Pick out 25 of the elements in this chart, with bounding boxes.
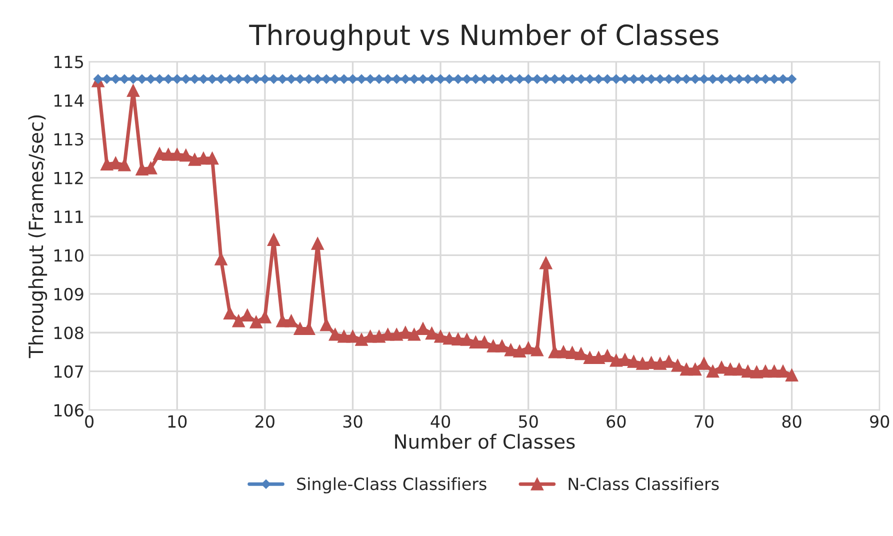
y-tick-label: 107 <box>54 365 84 378</box>
x-tick-label: 20 <box>256 415 274 428</box>
x-tick-label: 0 <box>85 415 94 428</box>
y-tick-label: 110 <box>54 249 84 262</box>
x-tick-label: 90 <box>870 415 890 428</box>
x-tick-label: 10 <box>168 415 187 428</box>
chart-title: Throughput vs Number of Classes <box>249 24 718 51</box>
x-tick-label: 70 <box>694 415 714 428</box>
y-tick-label: 114 <box>54 94 84 107</box>
y-tick-label: 112 <box>54 172 83 184</box>
y-tick-label: 108 <box>54 326 84 340</box>
y-tick-label: 109 <box>54 288 84 300</box>
legend-label: Single-Class Classifiers <box>297 477 486 494</box>
x-tick-label: 30 <box>343 415 362 428</box>
y-tick-label: 111 <box>54 210 83 223</box>
legend-label: N-Class Classifiers <box>568 477 719 490</box>
y-tick-label: 115 <box>54 56 83 68</box>
x-tick-label: 50 <box>519 415 538 428</box>
x-tick-label: 40 <box>430 415 450 428</box>
y-tick-label: 106 <box>54 404 84 417</box>
y-axis-title: Throughput (Frames/sec) <box>28 115 48 358</box>
x-tick-label: 80 <box>782 415 802 428</box>
x-axis-title: Number of Classes <box>395 434 575 449</box>
x-tick-label: 60 <box>606 415 626 428</box>
y-tick-label: 113 <box>54 133 84 146</box>
